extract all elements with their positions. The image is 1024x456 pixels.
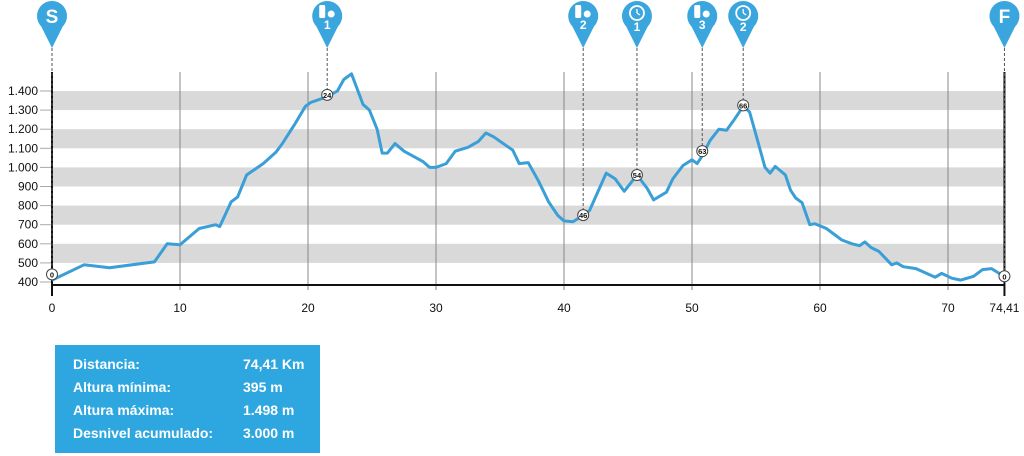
km-marker-label: 0	[1002, 272, 1006, 281]
y-tick-label: 500	[18, 256, 38, 270]
pin-stopwatch-icon: 1	[621, 1, 652, 171]
km-marker-label: 0	[50, 270, 54, 279]
x-tick-label: 30	[429, 301, 443, 315]
stopwatch-icon	[629, 5, 645, 21]
x-tick-label: 10	[173, 301, 187, 315]
stopwatch-icon	[735, 5, 752, 21]
x-tick-label: 40	[557, 301, 571, 315]
elevation-profile-chart: 0 10 20 30 40 50 60 70 74,414005006007008009001.…	[8, 1, 1020, 315]
x-tick-label: 70	[941, 301, 955, 315]
y-tick-label: 1.000	[8, 160, 38, 174]
summary-value: 395 m	[243, 379, 283, 395]
apple-icon	[702, 10, 710, 18]
pin-pointer	[992, 24, 1017, 48]
pin-pointer	[571, 24, 596, 48]
km-marker: 63	[696, 145, 709, 158]
pin-number: 2	[580, 18, 587, 32]
x-tick-label: 0	[49, 301, 56, 315]
summary-label: Altura mínima:	[73, 379, 172, 395]
x-tick-label: 60	[813, 301, 827, 315]
bottle-icon	[319, 5, 326, 18]
pin-number: 3	[699, 18, 706, 32]
pin-start-flag: S	[37, 1, 67, 270]
x-tick-label: 50	[685, 301, 699, 315]
summary-value: 74,41 Km	[243, 356, 305, 372]
km-marker-circle	[737, 99, 750, 112]
km-marker-label: 46	[579, 211, 587, 220]
y-tick-label: 600	[18, 237, 38, 251]
km-marker-circle	[321, 88, 334, 101]
y-tick-label: 800	[18, 199, 38, 213]
pin-letter: S	[46, 7, 59, 28]
grid-band	[52, 243, 1005, 263]
y-tick-label: 1.400	[8, 84, 38, 98]
pin-aid-station-icon: 3	[687, 1, 718, 147]
y-tick-label: 1.300	[8, 103, 38, 117]
km-marker-circle	[577, 209, 590, 222]
y-tick-label: 400	[18, 275, 38, 289]
km-marker: 24	[321, 88, 334, 101]
summary-value: 1.498 m	[243, 402, 295, 418]
x-tick-label: 74,41	[989, 301, 1019, 315]
km-marker: 0	[998, 270, 1011, 283]
km-marker-label: 66	[739, 101, 747, 110]
y-tick-label: 1.100	[8, 141, 38, 155]
km-marker-label: 54	[633, 171, 642, 180]
grid-band	[52, 129, 1005, 149]
pin-pointer	[690, 24, 715, 48]
pin-head	[989, 1, 1020, 31]
x-tick-label: 20	[301, 301, 315, 315]
grid-band	[52, 91, 1005, 111]
pin-number: 1	[634, 20, 641, 34]
summary-value: 3.000 m	[243, 425, 295, 441]
summary-label: Desnivel acumulado:	[73, 425, 214, 441]
pin-pointer	[731, 24, 756, 48]
elevation-line	[51, 72, 1006, 282]
summary-label: Altura máxima:	[73, 402, 175, 418]
km-marker: 66	[737, 99, 750, 112]
pin-number: 1	[324, 18, 331, 32]
km-marker: 54	[630, 169, 643, 182]
km-marker: 46	[577, 209, 590, 222]
km-marker: 0	[46, 268, 58, 281]
bottle-icon	[694, 5, 701, 18]
pin-aid-station-icon: 1	[312, 1, 343, 90]
bottle-icon	[575, 5, 582, 18]
pin-head	[37, 1, 67, 31]
pin-head	[621, 1, 652, 31]
km-marker-circle	[696, 145, 709, 158]
pin-pointer	[315, 24, 340, 48]
pin-aid-station-icon: 2	[568, 1, 599, 211]
summary-label: Distancia:	[73, 356, 140, 372]
y-tick-label: 1.200	[8, 122, 38, 136]
km-marker-circle	[630, 169, 643, 182]
grid-band	[52, 167, 1005, 187]
km-marker-circle	[998, 270, 1011, 283]
pin-finish-flag: F	[989, 1, 1020, 272]
grid-band	[52, 205, 1005, 225]
km-marker-label: 63	[698, 147, 706, 156]
km-marker-label: 24	[323, 91, 332, 100]
stopwatch-hands	[742, 9, 747, 16]
pin-pointer	[40, 24, 64, 48]
y-tick-label: 900	[18, 180, 38, 194]
pin-stopwatch-icon: 2	[728, 1, 759, 101]
pin-number: 2	[740, 20, 747, 34]
pin-letter: F	[999, 7, 1011, 28]
km-marker-circle	[46, 268, 58, 281]
route-summary-box: Distancia: 74,41 Km Altura mínima: 395 m…	[55, 345, 320, 453]
pin-pointer	[624, 24, 649, 48]
apple-icon	[327, 10, 335, 18]
stopwatch-hands	[636, 9, 641, 16]
pin-head	[728, 1, 759, 31]
apple-icon	[583, 10, 591, 18]
y-tick-label: 700	[18, 218, 38, 232]
